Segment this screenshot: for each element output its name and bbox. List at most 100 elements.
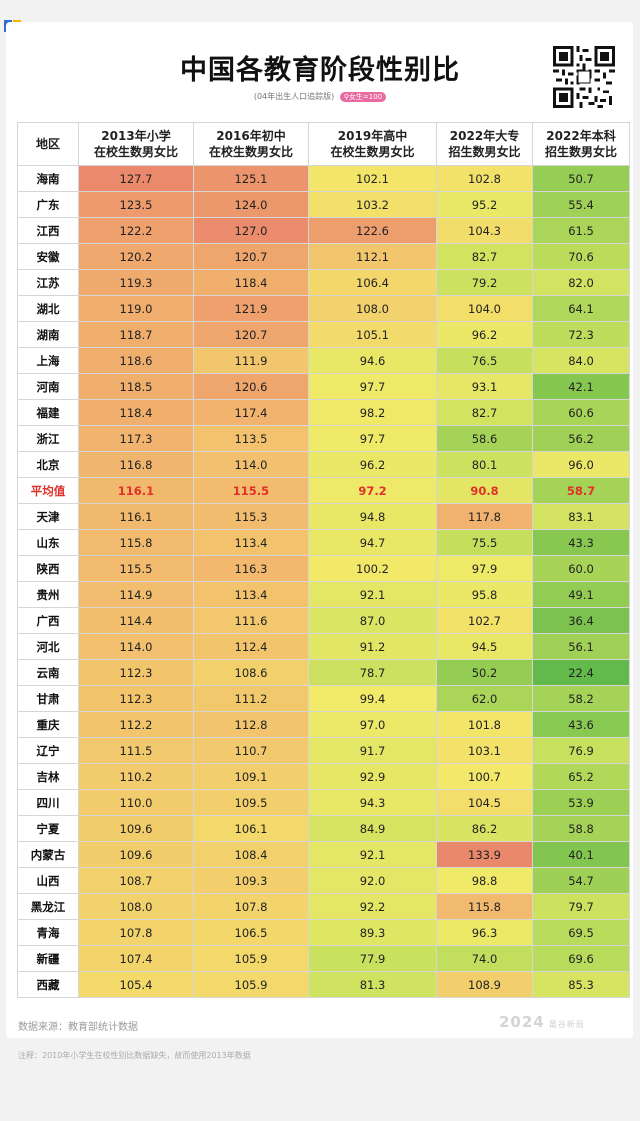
- value-cell-junior-2016: 120.6: [193, 373, 309, 400]
- value-cell-senior-2019: 99.4: [308, 685, 437, 712]
- value-cell-primary-2013: 109.6: [78, 815, 194, 842]
- region-cell: 云南: [17, 659, 79, 686]
- value-cell-college-2022: 102.8: [436, 165, 533, 192]
- legend-badge: ⚲女生=100: [339, 92, 387, 102]
- value-cell-senior-2019: 112.1: [308, 243, 437, 270]
- value-cell-bachelor-2022: 72.3: [532, 321, 630, 348]
- value-cell-primary-2013: 112.3: [78, 659, 194, 686]
- value-cell-junior-2016: 120.7: [193, 321, 309, 348]
- value-cell-primary-2013: 112.2: [78, 711, 194, 738]
- value-cell-bachelor-2022: 65.2: [532, 763, 630, 790]
- value-cell-junior-2016: 109.5: [193, 789, 309, 816]
- value-cell-bachelor-2022: 55.4: [532, 191, 630, 218]
- value-cell-bachelor-2022: 69.6: [532, 945, 630, 972]
- value-cell-college-2022: 82.7: [436, 399, 533, 426]
- value-cell-junior-2016: 110.7: [193, 737, 309, 764]
- value-cell-junior-2016: 121.9: [193, 295, 309, 322]
- header-bachelor-2022: 2022年本科 招生数男女比: [532, 122, 630, 166]
- value-cell-bachelor-2022: 60.6: [532, 399, 630, 426]
- table-row: 山东 115.8 113.4 94.7 75.5 43.3: [17, 529, 630, 556]
- value-cell-bachelor-2022: 53.9: [532, 789, 630, 816]
- value-cell-senior-2019: 100.2: [308, 555, 437, 582]
- value-cell-senior-2019: 94.3: [308, 789, 437, 816]
- value-cell-junior-2016: 112.4: [193, 633, 309, 660]
- value-cell-college-2022: 115.8: [436, 893, 533, 920]
- region-cell: 广西: [17, 607, 79, 634]
- table-row: 甘肃 112.3 111.2 99.4 62.0 58.2: [17, 685, 630, 712]
- region-cell: 安徽: [17, 243, 79, 270]
- value-cell-primary-2013: 110.2: [78, 763, 194, 790]
- value-cell-senior-2019: 87.0: [308, 607, 437, 634]
- region-cell: 山西: [17, 867, 79, 894]
- value-cell-college-2022: 96.2: [436, 321, 533, 348]
- footnote: 注释：2010年小学生在校性别比数据缺失，故而使用2013年数据: [18, 1051, 251, 1060]
- value-cell-senior-2019: 96.2: [308, 451, 437, 478]
- value-cell-junior-2016: 113.4: [193, 529, 309, 556]
- value-cell-senior-2019: 92.0: [308, 867, 437, 894]
- table-row: 安徽 120.2 120.7 112.1 82.7 70.6: [17, 243, 630, 270]
- value-cell-bachelor-2022: 70.6: [532, 243, 630, 270]
- value-cell-junior-2016: 111.2: [193, 685, 309, 712]
- value-cell-bachelor-2022: 79.7: [532, 893, 630, 920]
- table-row: 广东 123.5 124.0 103.2 95.2 55.4: [17, 191, 630, 218]
- value-cell-bachelor-2022: 22.4: [532, 659, 630, 686]
- value-cell-college-2022: 95.8: [436, 581, 533, 608]
- table-row: 重庆 112.2 112.8 97.0 101.8 43.6: [17, 711, 630, 738]
- value-cell-college-2022: 103.1: [436, 737, 533, 764]
- table-row: 江西 122.2 127.0 122.6 104.3 61.5: [17, 217, 630, 244]
- region-cell: 湖南: [17, 321, 79, 348]
- value-cell-junior-2016: 108.4: [193, 841, 309, 868]
- value-cell-primary-2013: 119.0: [78, 295, 194, 322]
- table-row: 吉林 110.2 109.1 92.9 100.7 65.2: [17, 763, 630, 790]
- average-row: 平均值 116.1 115.5 97.2 90.8 58.7: [17, 477, 630, 504]
- value-cell-primary-2013: 119.3: [78, 269, 194, 296]
- value-cell-college-2022: 104.0: [436, 295, 533, 322]
- value-cell-senior-2019: 91.7: [308, 737, 437, 764]
- page-title: 中国各教育阶段性别比: [180, 55, 460, 86]
- region-cell: 内蒙古: [17, 841, 79, 868]
- table-row: 新疆 107.4 105.9 77.9 74.0 69.6: [17, 945, 630, 972]
- table-row: 青海 107.8 106.5 89.3 96.3 69.5: [17, 919, 630, 946]
- region-cell: 海南: [17, 165, 79, 192]
- value-cell-primary-2013: 120.2: [78, 243, 194, 270]
- value-cell-college-2022: 79.2: [436, 269, 533, 296]
- value-cell-primary-2013: 118.5: [78, 373, 194, 400]
- value-cell-junior-2016: 106.1: [193, 815, 309, 842]
- sex-ratio-table: 地区 2013年小学 在校生数男女比 2016年初中 在校生数男女比 2019年高中…: [17, 122, 630, 998]
- value-cell-junior-2016: 115.5: [193, 477, 309, 504]
- value-cell-college-2022: 94.5: [436, 633, 533, 660]
- value-cell-senior-2019: 97.7: [308, 373, 437, 400]
- value-cell-primary-2013: 107.8: [78, 919, 194, 946]
- value-cell-college-2022: 90.8: [436, 477, 533, 504]
- value-cell-senior-2019: 106.4: [308, 269, 437, 296]
- value-cell-college-2022: 86.2: [436, 815, 533, 842]
- value-cell-junior-2016: 109.1: [193, 763, 309, 790]
- value-cell-primary-2013: 127.7: [78, 165, 194, 192]
- value-cell-junior-2016: 109.3: [193, 867, 309, 894]
- region-cell: 上海: [17, 347, 79, 374]
- page-subtitle: (04年出生人口追踪版) ⚲女生=100: [0, 91, 640, 102]
- value-cell-bachelor-2022: 84.0: [532, 347, 630, 374]
- value-cell-primary-2013: 115.5: [78, 555, 194, 582]
- value-cell-college-2022: 76.5: [436, 347, 533, 374]
- value-cell-junior-2016: 124.0: [193, 191, 309, 218]
- value-cell-primary-2013: 116.1: [78, 503, 194, 530]
- value-cell-senior-2019: 92.9: [308, 763, 437, 790]
- value-cell-primary-2013: 118.6: [78, 347, 194, 374]
- value-cell-primary-2013: 118.4: [78, 399, 194, 426]
- value-cell-senior-2019: 92.2: [308, 893, 437, 920]
- value-cell-primary-2013: 118.7: [78, 321, 194, 348]
- value-cell-primary-2013: 110.0: [78, 789, 194, 816]
- region-cell: 黑龙江: [17, 893, 79, 920]
- value-cell-bachelor-2022: 58.2: [532, 685, 630, 712]
- value-cell-senior-2019: 81.3: [308, 971, 437, 998]
- value-cell-primary-2013: 111.5: [78, 737, 194, 764]
- region-cell: 甘肃: [17, 685, 79, 712]
- value-cell-bachelor-2022: 36.4: [532, 607, 630, 634]
- value-cell-college-2022: 82.7: [436, 243, 533, 270]
- value-cell-primary-2013: 107.4: [78, 945, 194, 972]
- value-cell-bachelor-2022: 60.0: [532, 555, 630, 582]
- value-cell-bachelor-2022: 42.1: [532, 373, 630, 400]
- value-cell-junior-2016: 114.0: [193, 451, 309, 478]
- subtitle-text: (04年出生人口追踪版): [253, 92, 335, 101]
